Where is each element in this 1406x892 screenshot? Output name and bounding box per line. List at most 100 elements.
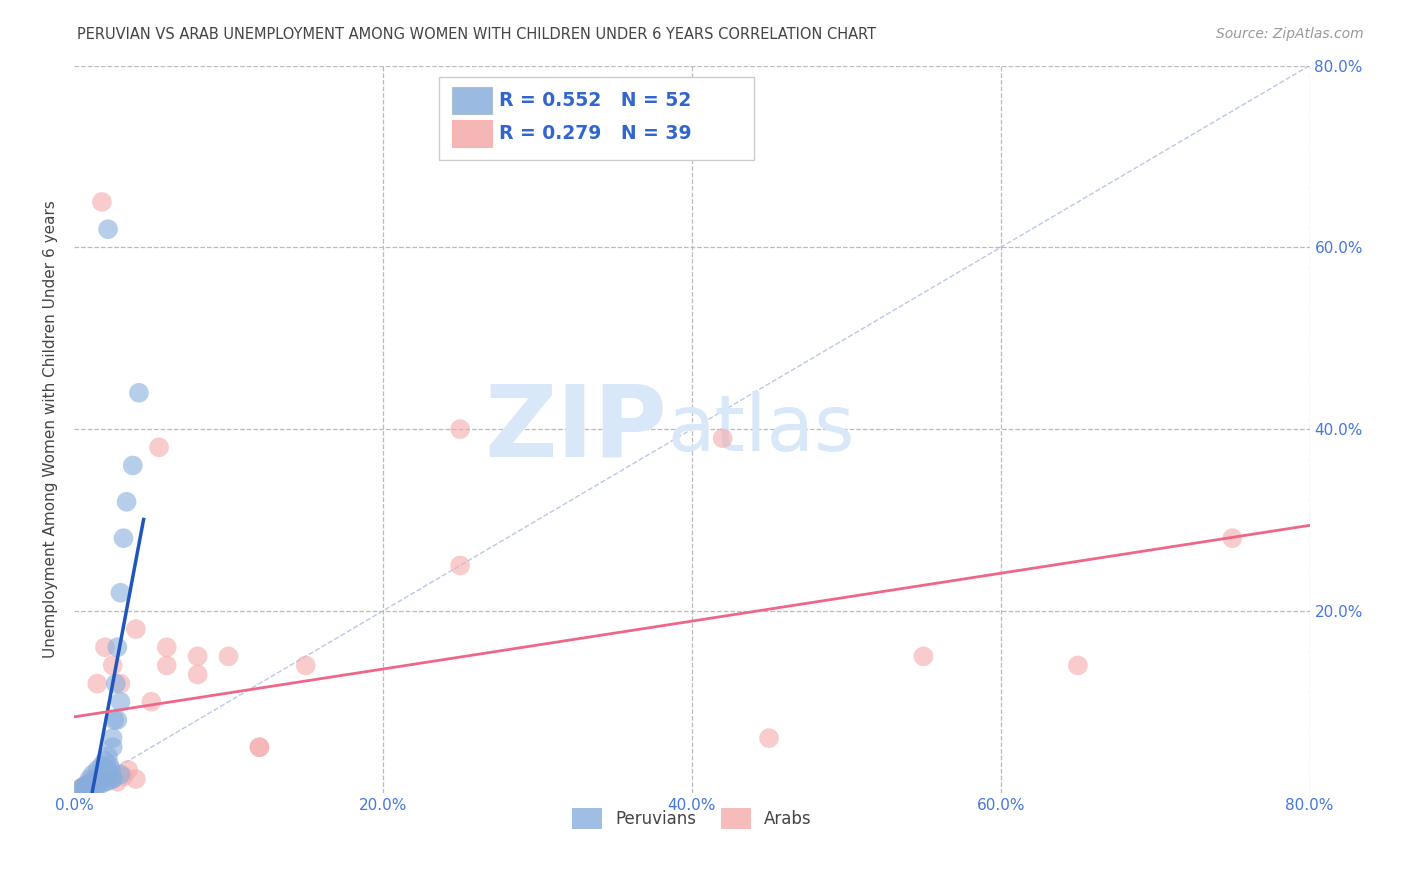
Point	[86, 773, 108, 788]
Point	[187, 649, 209, 664]
Point	[125, 622, 148, 636]
Point	[70, 781, 93, 796]
Point	[110, 767, 132, 781]
Point	[82, 776, 104, 790]
Point	[758, 731, 780, 745]
Point	[86, 773, 108, 788]
Point	[94, 754, 117, 768]
Point	[79, 772, 101, 786]
Point	[73, 779, 96, 793]
Point	[80, 777, 103, 791]
Point	[112, 769, 135, 783]
Text: R = 0.552   N = 52: R = 0.552 N = 52	[499, 91, 692, 110]
Point	[82, 774, 104, 789]
Point	[75, 782, 97, 797]
Point	[110, 695, 132, 709]
Y-axis label: Unemployment Among Women with Children Under 6 years: Unemployment Among Women with Children U…	[44, 200, 58, 658]
Point	[98, 758, 121, 772]
FancyBboxPatch shape	[453, 120, 492, 147]
Point	[89, 772, 111, 787]
Point	[82, 780, 104, 795]
Point	[449, 558, 471, 573]
Point	[103, 713, 125, 727]
Point	[218, 649, 240, 664]
FancyBboxPatch shape	[453, 87, 492, 114]
Point	[70, 781, 93, 796]
Text: ZIP: ZIP	[484, 381, 666, 477]
Point	[101, 740, 124, 755]
Point	[1067, 658, 1090, 673]
Point	[1220, 531, 1243, 545]
Point	[86, 777, 108, 791]
Legend: Peruvians, Arabs: Peruvians, Arabs	[565, 802, 818, 835]
Text: Source: ZipAtlas.com: Source: ZipAtlas.com	[1216, 27, 1364, 41]
Point	[711, 431, 734, 445]
Text: R = 0.279   N = 39: R = 0.279 N = 39	[499, 124, 692, 143]
Point	[97, 222, 120, 236]
Point	[94, 640, 117, 655]
Point	[82, 767, 104, 781]
Point	[115, 495, 138, 509]
Point	[247, 740, 270, 755]
Point	[86, 778, 108, 792]
Point	[79, 779, 101, 793]
Point	[93, 767, 115, 781]
FancyBboxPatch shape	[439, 77, 754, 161]
Point	[101, 658, 124, 673]
Point	[94, 769, 117, 783]
Point	[187, 667, 209, 681]
Point	[77, 780, 100, 795]
Point	[121, 458, 143, 473]
Point	[86, 676, 108, 690]
Point	[105, 640, 128, 655]
Point	[86, 763, 108, 777]
Point	[72, 779, 94, 793]
Point	[97, 767, 120, 781]
Point	[82, 779, 104, 793]
Point	[100, 763, 122, 777]
Point	[97, 749, 120, 764]
Point	[96, 765, 118, 780]
Text: atlas: atlas	[666, 391, 855, 467]
Point	[75, 778, 97, 792]
Point	[77, 776, 100, 790]
Point	[101, 772, 124, 786]
Point	[104, 676, 127, 690]
Point	[94, 774, 117, 789]
Point	[128, 385, 150, 400]
Point	[97, 773, 120, 788]
Point	[247, 740, 270, 755]
Point	[90, 771, 112, 785]
Point	[112, 531, 135, 545]
Point	[90, 758, 112, 772]
Point	[79, 776, 101, 790]
Point	[90, 194, 112, 209]
Point	[101, 771, 124, 785]
Point	[73, 780, 96, 795]
Point	[97, 763, 120, 777]
Point	[84, 774, 107, 789]
Point	[101, 772, 124, 786]
Point	[156, 658, 179, 673]
Point	[75, 783, 97, 797]
Point	[75, 778, 97, 792]
Point	[90, 771, 112, 785]
Point	[125, 772, 148, 786]
Point	[110, 676, 132, 690]
Point	[912, 649, 935, 664]
Point	[156, 640, 179, 655]
Point	[101, 731, 124, 745]
Point	[87, 772, 110, 786]
Point	[110, 585, 132, 599]
Point	[294, 658, 316, 673]
Point	[83, 777, 105, 791]
Point	[105, 774, 128, 789]
Point	[141, 695, 163, 709]
Point	[80, 778, 103, 792]
Text: PERUVIAN VS ARAB UNEMPLOYMENT AMONG WOMEN WITH CHILDREN UNDER 6 YEARS CORRELATIO: PERUVIAN VS ARAB UNEMPLOYMENT AMONG WOME…	[77, 27, 876, 42]
Point	[117, 763, 139, 777]
Point	[105, 713, 128, 727]
Point	[72, 780, 94, 795]
Point	[83, 772, 105, 786]
Point	[79, 781, 101, 796]
